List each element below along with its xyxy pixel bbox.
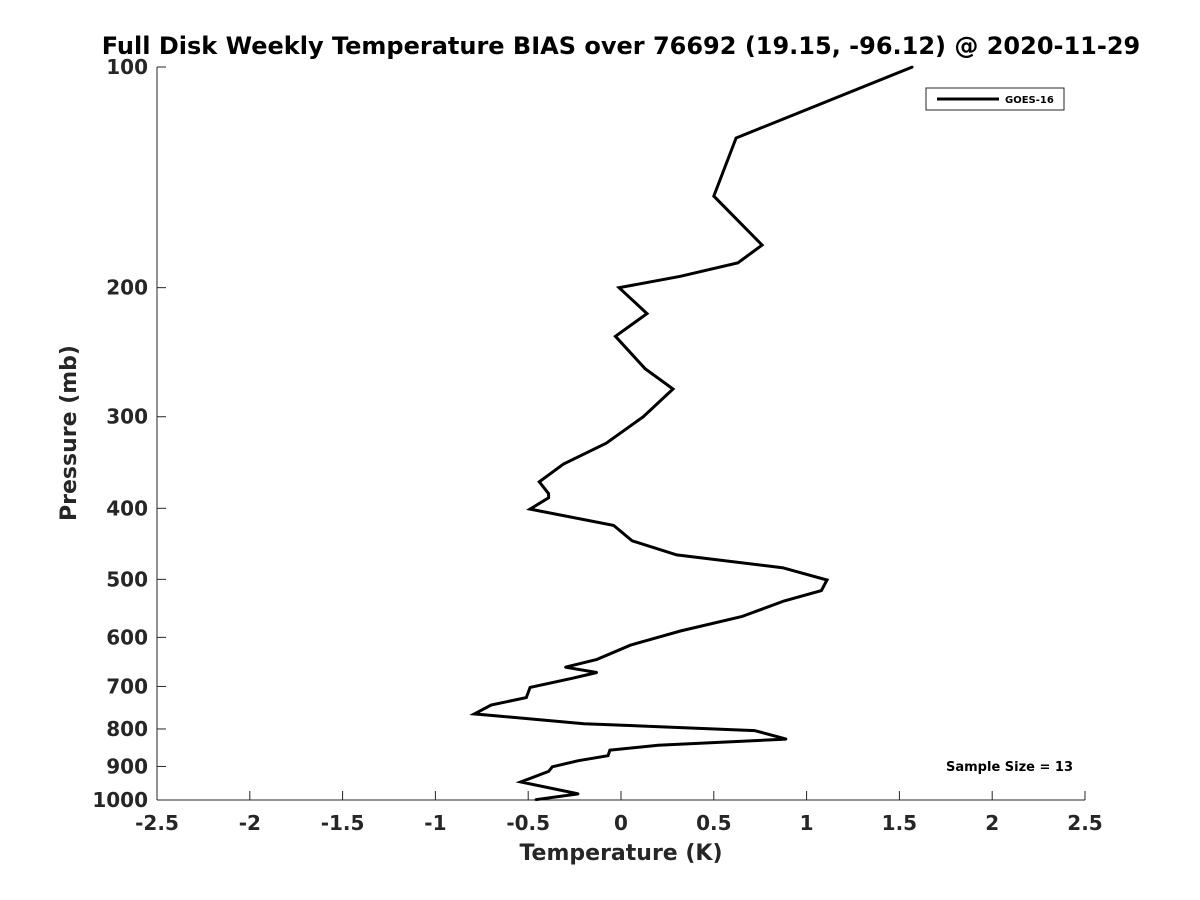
- data-point-0-39: [656, 744, 660, 747]
- data-point-0-9: [643, 367, 647, 370]
- data-point-0-36: [582, 722, 586, 725]
- y-ticks: 100 200 300 400 500 600 700 800 900 1000: [92, 55, 166, 812]
- data-point-0-10: [671, 387, 675, 391]
- data-point-0-23: [820, 589, 823, 592]
- data-point-0-12: [605, 442, 608, 445]
- series-layer: [469, 65, 914, 802]
- series-line-0: [469, 65, 913, 802]
- chart-title: Full Disk Weekly Temperature BIAS over 7…: [102, 32, 1141, 60]
- legend-label-goes-16: GOES-16: [1005, 95, 1054, 106]
- data-point-0-3: [760, 243, 764, 247]
- y-tick-label-5: 600: [106, 625, 148, 649]
- data-point-0-40: [608, 748, 612, 752]
- data-point-0-24: [783, 599, 786, 603]
- x-tick-label-4: -0.5: [506, 811, 550, 835]
- data-point-0-42: [577, 759, 580, 762]
- y-tick-label-6: 700: [106, 674, 148, 698]
- data-point-0-27: [629, 644, 632, 647]
- y-tick-label-3: 400: [106, 496, 148, 520]
- data-point-0-22: [825, 578, 829, 582]
- data-point-0-32: [528, 686, 532, 689]
- data-point-0-16: [547, 496, 550, 499]
- x-tick-label-0: -2.5: [135, 811, 179, 835]
- data-point-0-17: [528, 507, 532, 511]
- data-point-0-33: [525, 696, 528, 699]
- data-point-0-25: [740, 615, 743, 618]
- data-point-0-45: [519, 780, 522, 784]
- y-tick-label-0: 100: [106, 55, 148, 79]
- x-tick-label-8: 1.5: [882, 811, 917, 835]
- x-ticks: -2.5 -2 -1.5 -1 -0.5 0 0.5 1 1.5 2 2.5: [135, 791, 1103, 835]
- data-point-0-38: [785, 737, 788, 741]
- x-tick-label-7: 1: [800, 811, 814, 835]
- x-tick-label-6: 0.5: [696, 811, 731, 835]
- data-point-0-35: [473, 712, 476, 716]
- data-point-0-41: [606, 754, 610, 757]
- x-axis-label: Temperature (K): [519, 841, 722, 866]
- y-tick-label-8: 900: [106, 754, 148, 778]
- x-tick-label-1: -2: [239, 811, 261, 835]
- y-tick-label-7: 800: [106, 717, 148, 741]
- data-point-0-31: [571, 677, 574, 680]
- x-tick-label-2: -1.5: [321, 811, 365, 835]
- data-point-0-6: [617, 286, 621, 289]
- data-point-0-29: [564, 666, 567, 669]
- data-point-0-11: [642, 415, 645, 418]
- x-tick-label-9: 2: [985, 811, 999, 835]
- x-tick-label-3: -1: [424, 811, 446, 835]
- x-tick-label-10: 2.5: [1067, 811, 1102, 835]
- legend: GOES-16: [925, 87, 1065, 111]
- data-point-0-43: [551, 765, 554, 768]
- y-tick-label-1: 200: [106, 276, 148, 300]
- data-point-0-2: [712, 194, 715, 198]
- data-point-0-1: [734, 136, 738, 140]
- data-point-0-18: [612, 524, 615, 527]
- data-point-0-47: [534, 798, 537, 801]
- data-point-0-19: [630, 539, 634, 542]
- sample-size-annotation: Sample Size = 13: [946, 760, 1073, 775]
- data-point-0-37: [753, 729, 756, 732]
- data-point-0-15: [547, 492, 550, 495]
- y-axis-label: Pressure (mb): [57, 345, 82, 521]
- y-tick-label-2: 300: [106, 405, 148, 429]
- data-point-0-21: [781, 566, 784, 569]
- data-point-0-28: [595, 658, 599, 661]
- data-point-0-7: [645, 312, 649, 315]
- data-point-0-13: [562, 462, 565, 466]
- data-point-0-0: [911, 65, 914, 69]
- data-point-0-44: [547, 770, 550, 773]
- data-point-0-26: [679, 629, 682, 633]
- data-point-0-14: [538, 480, 541, 483]
- data-point-0-5: [679, 275, 682, 278]
- data-point-0-46: [577, 792, 580, 796]
- data-point-0-4: [736, 261, 740, 264]
- y-tick-label-9: 1000: [92, 788, 148, 812]
- y-tick-label-4: 500: [106, 567, 148, 591]
- data-point-0-8: [614, 335, 617, 338]
- data-point-0-20: [675, 553, 678, 557]
- x-tick-label-5: 0: [614, 811, 628, 835]
- data-point-0-34: [489, 703, 493, 707]
- data-point-0-30: [595, 671, 599, 674]
